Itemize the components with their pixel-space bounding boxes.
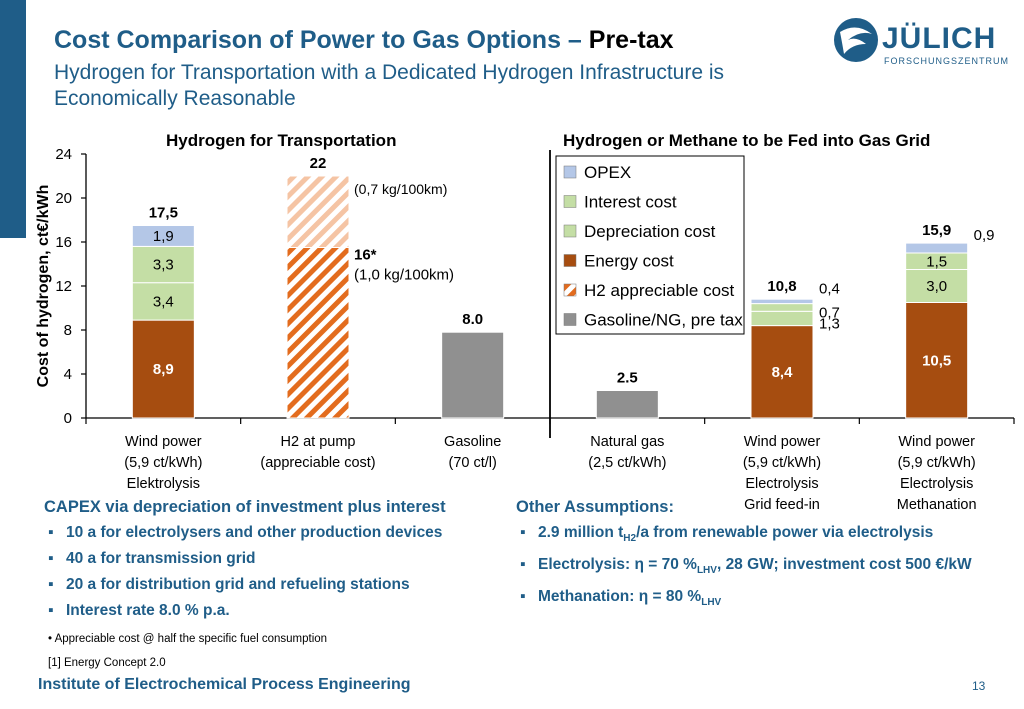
other-heading: Other Assumptions: (516, 498, 674, 516)
category-label: Gasoline (444, 434, 501, 450)
legend-swatch (563, 224, 577, 238)
category-label: Wind power (744, 434, 821, 450)
data-label: 8,4 (772, 364, 794, 381)
capex-item: 20 a for distribution grid and refueling… (44, 572, 514, 598)
bar-segment (131, 282, 195, 321)
category-label: (5,9 ct/kWh) (898, 455, 976, 471)
total-label: 15,9 (922, 222, 951, 239)
legend-swatch (563, 165, 577, 179)
bar-segment (595, 390, 659, 419)
category-label: Wind power (125, 434, 202, 450)
reference: [1] Energy Concept 2.0 (48, 657, 166, 669)
other-item: 2.9 million tH2/a from renewable power v… (516, 520, 1016, 552)
footnote: • Appreciable cost @ half the specific f… (48, 633, 328, 645)
legend-box (555, 155, 745, 335)
category-label: Natural gas (590, 434, 664, 450)
data-label: 1,9 (153, 228, 174, 245)
page-number: 13 (972, 679, 986, 693)
bar-segment (750, 310, 814, 327)
legend-swatch (563, 195, 577, 208)
y-tick-label: 4 (64, 366, 72, 383)
category-label: Elektrolysis (127, 476, 200, 492)
bar-segment (905, 242, 969, 254)
total-label: 8.0 (462, 311, 483, 328)
y-tick-label: 0 (64, 410, 72, 427)
accent-bar (0, 0, 26, 238)
other-item: Methanation: η = 80 %LHV (516, 584, 1016, 616)
logo-subtitle: FORSCHUNGSZENTRUM (884, 56, 1009, 66)
bar-segment (750, 325, 814, 419)
data-label: 3,4 (153, 293, 174, 310)
bar-segment (905, 269, 969, 303)
data-label: 1,5 (926, 253, 947, 270)
legend-swatch (563, 313, 577, 326)
data-label: 0,4 (819, 280, 840, 297)
bar-segment (750, 298, 814, 305)
bar-segment (286, 175, 350, 248)
legend-swatch (563, 283, 577, 297)
category-label: H2 at pump (281, 434, 356, 450)
y-tick-label: 16 (55, 234, 72, 251)
capex-heading: CAPEX via depreciation of investment plu… (44, 498, 446, 516)
page-title: Cost Comparison of Power to Gas Options … (54, 26, 674, 54)
category-label: Electrolysis (900, 476, 973, 492)
category-label: (70 ct/l) (448, 455, 496, 471)
capex-item: Interest rate 8.0 % p.a. (44, 598, 514, 624)
data-label: 10,5 (922, 352, 951, 369)
legend-entry: Energy cost (584, 252, 674, 271)
annotation-label: 16* (354, 247, 377, 264)
bar-segment (286, 247, 350, 419)
total-label: 10,8 (767, 278, 796, 295)
data-label: 3,0 (926, 278, 947, 295)
page-subtitle: Hydrogen for Transportation with a Dedic… (54, 61, 725, 110)
category-label: Grid feed-in (744, 497, 820, 513)
panel-title-transport: Hydrogen for Transportation (166, 131, 397, 150)
category-label: Methanation (897, 497, 977, 513)
data-label: 8,9 (153, 361, 174, 378)
y-tick-label: 8 (64, 322, 72, 339)
capex-item: 40 a for transmission grid (44, 546, 514, 572)
data-label: 0,9 (974, 227, 995, 244)
bar-segment (750, 303, 814, 312)
legend-entry: Depreciation cost (584, 222, 716, 241)
capex-item: 10 a for electrolysers and other product… (44, 520, 514, 546)
julich-logo-icon (834, 18, 878, 62)
category-label: Wind power (898, 434, 975, 450)
y-tick-label: 12 (55, 278, 72, 295)
other-assumptions: Other Assumptions: 2.9 million tH2/a fro… (516, 494, 1016, 616)
bar-segment (131, 245, 195, 284)
category-label: (5,9 ct/kWh) (743, 455, 821, 471)
logo-wordmark: JÜLICH (882, 22, 997, 55)
bar-segment (131, 319, 195, 419)
y-tick-label: 20 (55, 190, 72, 207)
bar-segment (905, 302, 969, 419)
y-tick-label: 24 (55, 146, 72, 163)
bar-segment (441, 331, 505, 419)
panel-title-gasgrid: Hydrogen or Methane to be Fed into Gas G… (563, 131, 931, 150)
y-axis-label: Cost of hydrogen, ct€/kWh (35, 185, 52, 388)
category-label: (appreciable cost) (260, 455, 375, 471)
legend-entry: OPEX (584, 163, 631, 182)
total-label: 17,5 (149, 205, 178, 222)
data-label: 0,7 (819, 304, 840, 321)
capex-assumptions: CAPEX via depreciation of investment plu… (44, 494, 514, 624)
annotation-label: (1,0 kg/100km) (354, 267, 454, 284)
legend-entry: H2 appreciable cost (584, 281, 735, 300)
total-label: 2.5 (617, 370, 638, 387)
legend-entry: Interest cost (584, 193, 677, 212)
footer-institute: Institute of Electrochemical Process Eng… (38, 676, 411, 693)
category-label: (5,9 ct/kWh) (124, 455, 202, 471)
category-label: (2,5 ct/kWh) (588, 455, 666, 471)
total-label: 22 (310, 155, 327, 172)
category-label: Electrolysis (745, 476, 818, 492)
annotation-label: (0,7 kg/100km) (354, 181, 447, 197)
legend-swatch (563, 254, 577, 267)
data-label: 3,3 (153, 257, 174, 274)
data-label: 1,3 (819, 315, 840, 332)
bar-segment (131, 225, 195, 247)
other-item: Electrolysis: η = 70 %LHV, 28 GW; invest… (516, 552, 1016, 584)
legend-entry: Gasoline/NG, pre tax (584, 311, 743, 330)
